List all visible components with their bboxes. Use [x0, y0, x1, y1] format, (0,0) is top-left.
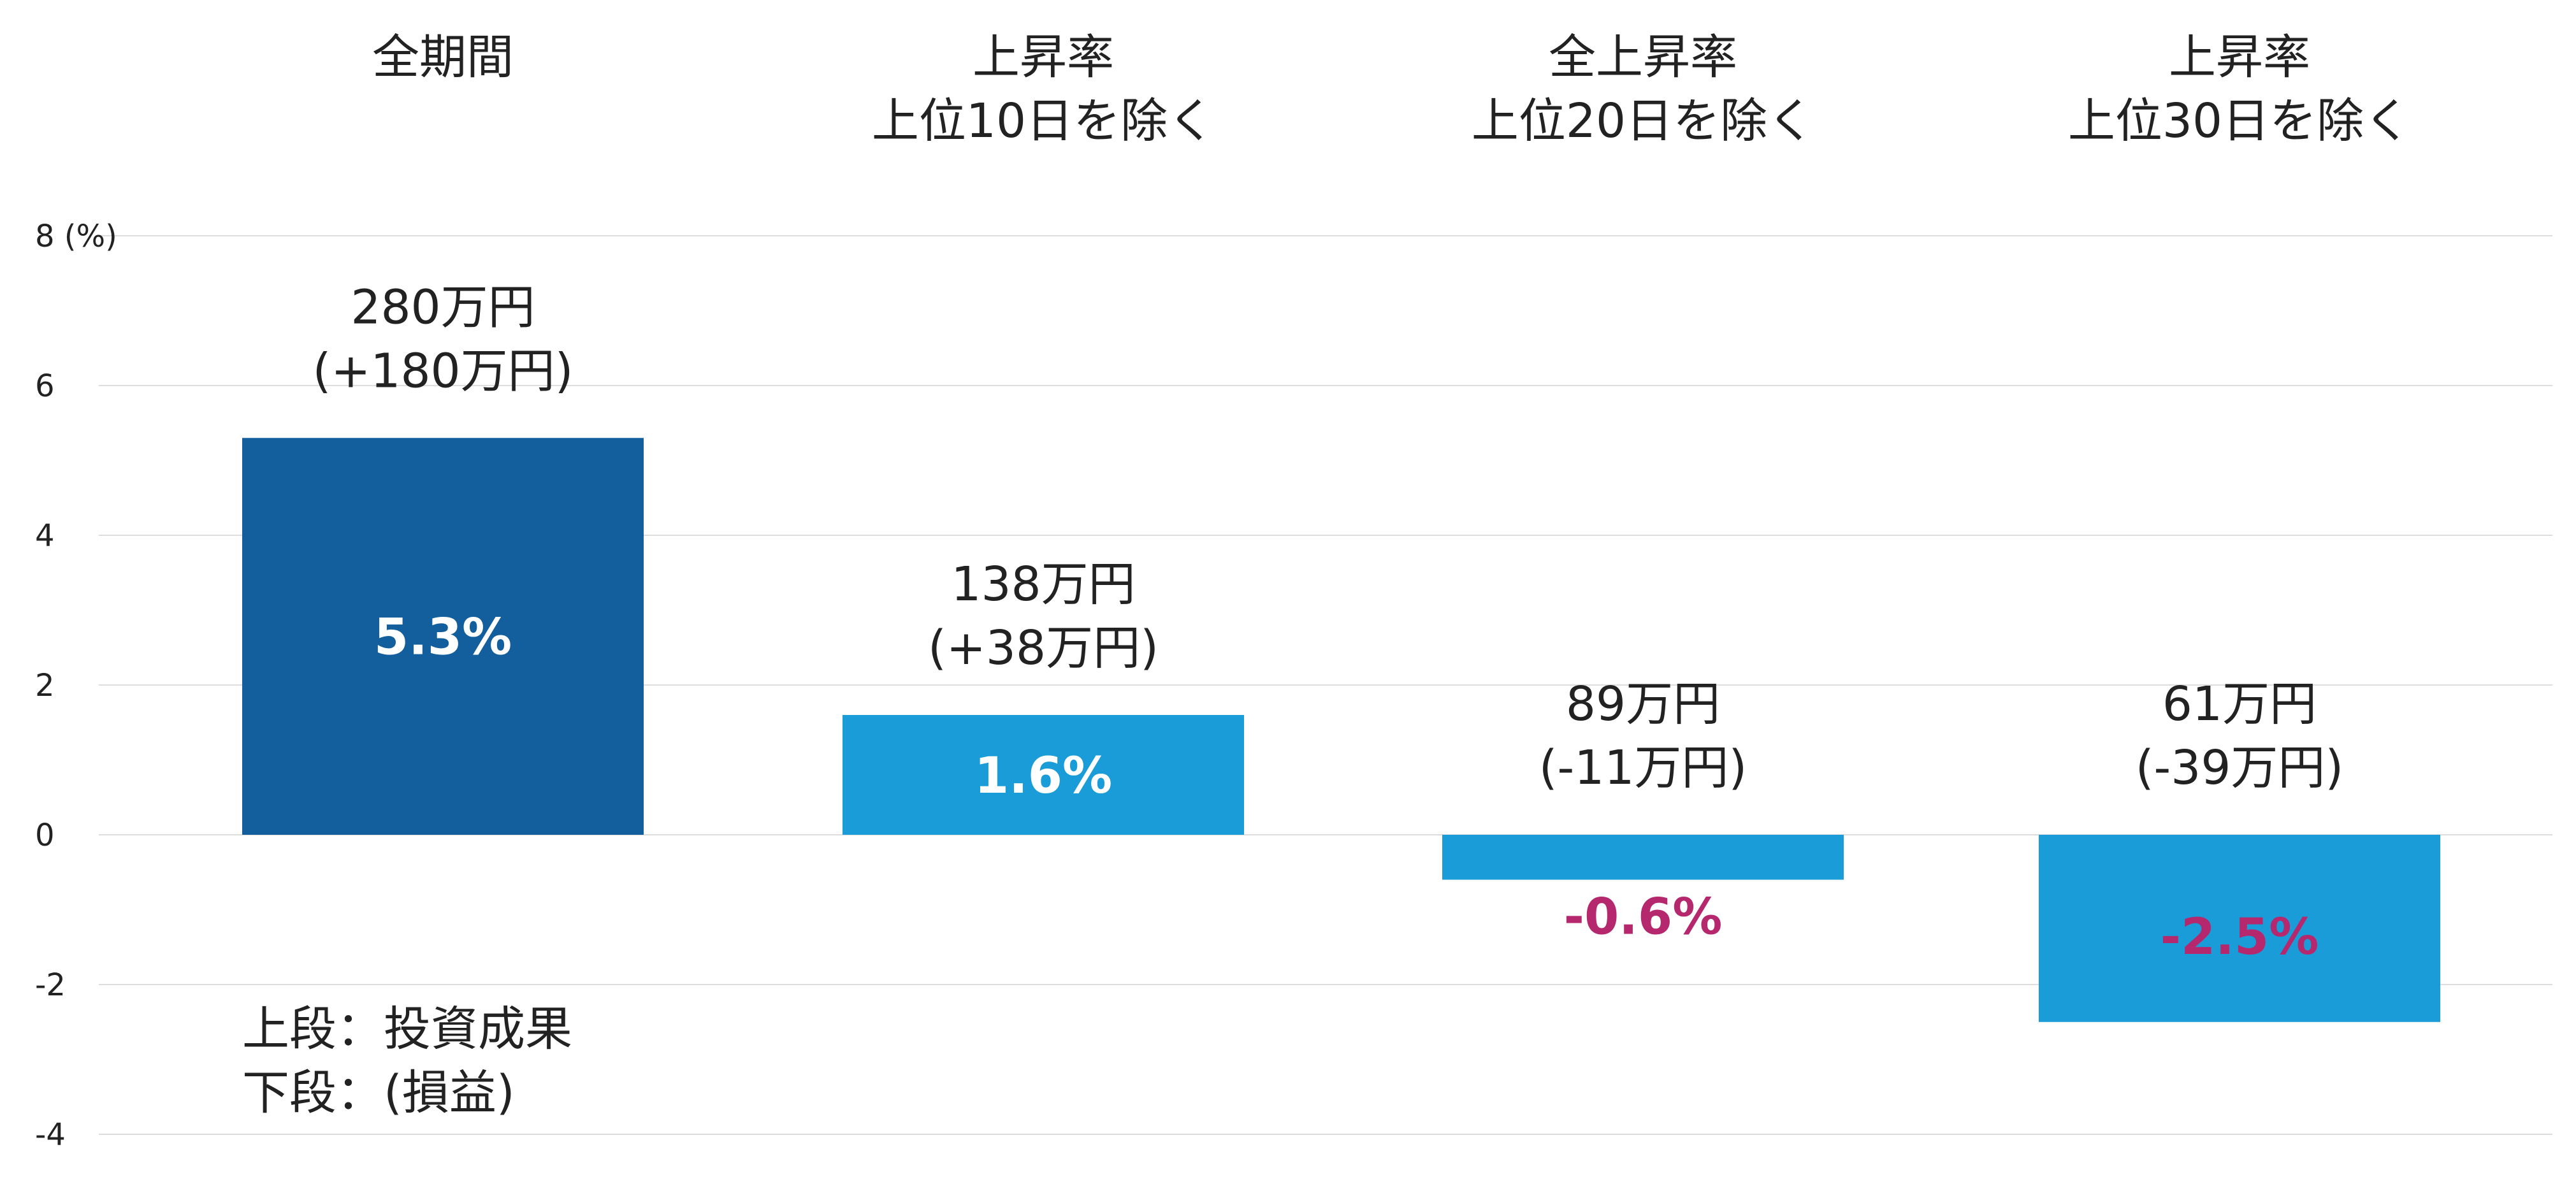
- category-label: 上昇率: [973, 30, 1114, 85]
- gain-label: (+180万円): [313, 343, 574, 398]
- bar: [2039, 835, 2440, 1022]
- result-label: 89万円: [1566, 677, 1720, 732]
- gain-label: (-11万円): [1539, 740, 1747, 795]
- category-label: 上昇率: [2169, 30, 2310, 85]
- y-tick-label: -2: [35, 967, 66, 1003]
- category-label: 上位20日を除く: [1472, 94, 1814, 148]
- result-label: 280万円: [351, 280, 535, 335]
- category-label: 全期間: [372, 30, 514, 85]
- y-tick-label: 4: [35, 518, 55, 554]
- gain-label: (+38万円): [928, 621, 1159, 675]
- category-label: 全上昇率: [1549, 30, 1737, 85]
- result-label: 138万円: [951, 557, 1135, 612]
- y-tick-label: 6: [35, 368, 55, 404]
- value-label: -2.5%: [2160, 909, 2319, 966]
- annotation-text: 下段：(損益): [242, 1065, 515, 1120]
- bar: [843, 715, 1244, 835]
- annotation-text: 上段：投資成果: [242, 1002, 572, 1057]
- category-label: 上位10日を除く: [872, 94, 1215, 148]
- bar: [1442, 835, 1844, 880]
- value-label: 5.3%: [374, 609, 512, 667]
- bar: [242, 438, 644, 835]
- result-label: 61万円: [2162, 677, 2317, 732]
- gain-label: (-39万円): [2136, 740, 2344, 795]
- y-tick-label: 0: [35, 818, 55, 853]
- y-tick-label: 8 (%): [35, 219, 117, 254]
- y-tick-label: 2: [35, 668, 55, 704]
- value-label: -0.6%: [1564, 889, 1723, 946]
- y-tick-label: -4: [35, 1117, 66, 1153]
- category-label: 上位30日を除く: [2068, 94, 2411, 148]
- value-label: 1.6%: [974, 747, 1112, 805]
